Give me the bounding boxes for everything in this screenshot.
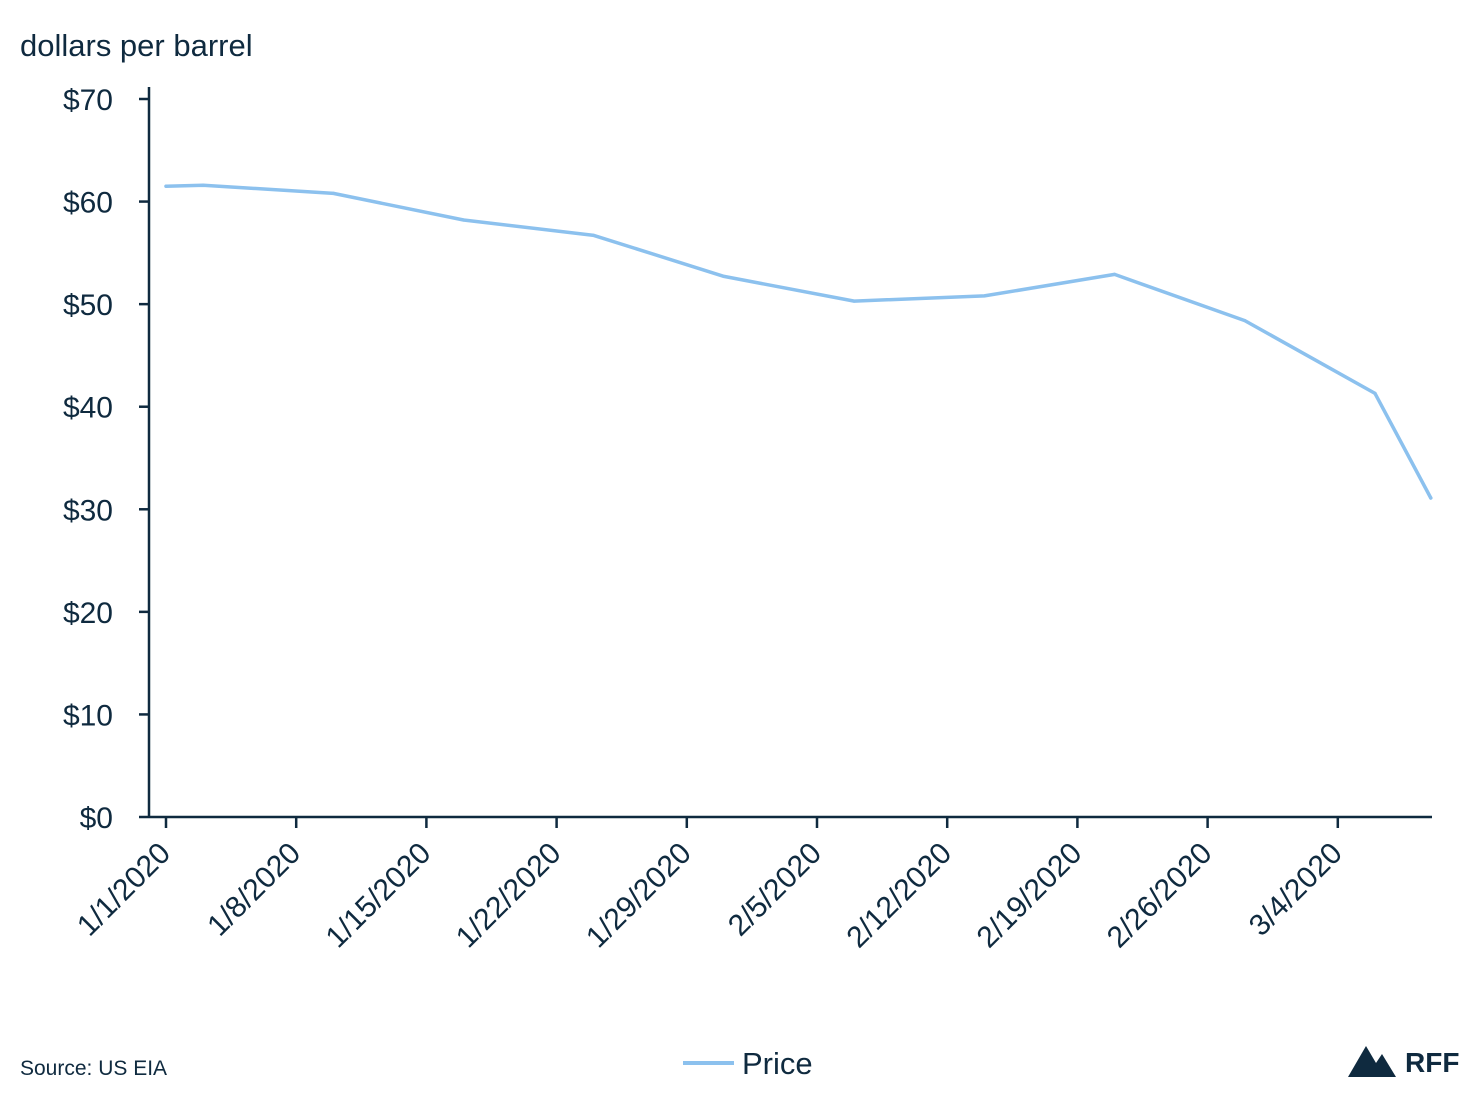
x-tick-label: 2/12/2020: [840, 837, 958, 955]
x-tick-label: 2/5/2020: [722, 837, 828, 943]
mountain-icon: [1348, 1046, 1396, 1077]
data-point: [164, 184, 168, 188]
data-point: [462, 218, 466, 222]
y-tick-label: $40: [63, 392, 113, 425]
x-axis: 1/1/2020 1/8/2020 1/15/2020 1/22/2020 1/29/2…: [71, 815, 1432, 955]
logo-text: RFF: [1405, 1047, 1459, 1078]
data-point: [592, 233, 596, 238]
x-tick-label: 1/8/2020: [201, 837, 307, 943]
series-layer: [164, 183, 1433, 500]
data-point: [1373, 391, 1377, 395]
series-line-price: [164, 183, 1433, 500]
y-tick-label: $0: [80, 802, 113, 835]
y-tick-label: $10: [63, 699, 113, 732]
data-point: [331, 191, 335, 195]
source-note: Source: US EIA: [20, 1057, 167, 1080]
legend: Price: [683, 1046, 813, 1081]
x-tick-label: 1/1/2020: [71, 837, 177, 943]
x-tick-label: 1/22/2020: [450, 837, 568, 955]
data-point: [201, 183, 205, 187]
data-point: [1243, 318, 1247, 323]
data-point: [852, 299, 856, 303]
y-tick-label: $70: [63, 84, 113, 117]
x-tick-label: 3/4/2020: [1243, 837, 1349, 943]
data-point: [982, 294, 987, 298]
y-axis: $0 $10 $20 $30 $40 $50 $60 $70: [63, 84, 151, 835]
x-tick-label: 1/15/2020: [320, 837, 438, 955]
x-tick-label: 2/19/2020: [971, 837, 1089, 955]
y-tick-label: $20: [63, 597, 113, 630]
y-tick-label: $50: [63, 289, 113, 322]
x-tick-label: 2/26/2020: [1101, 837, 1219, 955]
data-point: [722, 274, 726, 279]
y-tick-label: $30: [63, 494, 113, 527]
data-point: [1113, 272, 1117, 276]
x-tick-label: 1/29/2020: [580, 837, 698, 955]
rff-logo: RFF: [1348, 1046, 1459, 1078]
data-point: [1429, 496, 1433, 500]
y-axis-label: dollars per barrel: [20, 28, 253, 63]
y-tick-label: $60: [63, 187, 113, 220]
legend-label: Price: [742, 1046, 813, 1081]
